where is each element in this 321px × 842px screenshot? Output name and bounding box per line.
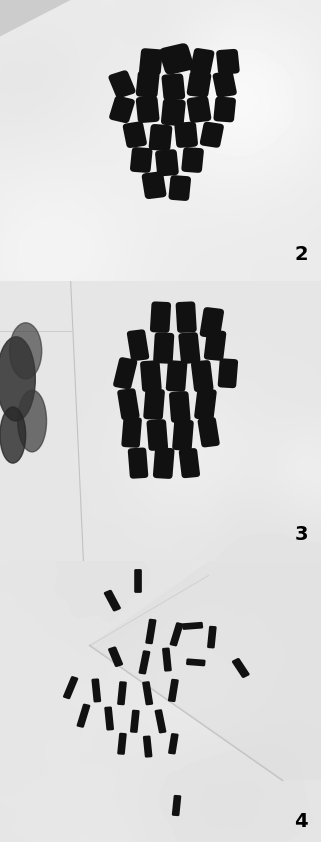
FancyBboxPatch shape xyxy=(113,357,137,389)
FancyBboxPatch shape xyxy=(153,333,174,364)
FancyBboxPatch shape xyxy=(140,360,162,392)
FancyBboxPatch shape xyxy=(77,704,90,727)
FancyBboxPatch shape xyxy=(179,448,200,478)
FancyBboxPatch shape xyxy=(117,388,140,420)
FancyBboxPatch shape xyxy=(168,679,179,702)
FancyBboxPatch shape xyxy=(170,622,183,647)
FancyBboxPatch shape xyxy=(109,96,135,123)
FancyBboxPatch shape xyxy=(123,121,147,148)
FancyBboxPatch shape xyxy=(127,329,149,361)
FancyBboxPatch shape xyxy=(117,681,127,706)
FancyBboxPatch shape xyxy=(146,419,168,450)
FancyBboxPatch shape xyxy=(218,359,238,388)
FancyBboxPatch shape xyxy=(187,96,211,123)
FancyBboxPatch shape xyxy=(130,147,152,173)
Ellipse shape xyxy=(18,390,47,452)
FancyBboxPatch shape xyxy=(104,706,114,731)
FancyBboxPatch shape xyxy=(187,71,211,98)
FancyBboxPatch shape xyxy=(194,388,217,420)
FancyBboxPatch shape xyxy=(104,589,121,611)
FancyBboxPatch shape xyxy=(191,360,213,392)
FancyBboxPatch shape xyxy=(176,301,197,333)
FancyBboxPatch shape xyxy=(161,73,185,100)
FancyBboxPatch shape xyxy=(153,447,175,479)
FancyBboxPatch shape xyxy=(168,733,178,754)
FancyBboxPatch shape xyxy=(161,99,186,126)
FancyBboxPatch shape xyxy=(143,388,165,420)
FancyBboxPatch shape xyxy=(200,307,224,338)
FancyBboxPatch shape xyxy=(128,447,148,479)
Polygon shape xyxy=(0,0,71,36)
FancyBboxPatch shape xyxy=(130,710,140,733)
FancyBboxPatch shape xyxy=(117,733,127,754)
FancyBboxPatch shape xyxy=(121,417,142,448)
FancyBboxPatch shape xyxy=(172,795,181,816)
FancyBboxPatch shape xyxy=(142,172,166,199)
FancyBboxPatch shape xyxy=(182,622,203,630)
FancyBboxPatch shape xyxy=(213,97,236,122)
FancyBboxPatch shape xyxy=(204,330,226,360)
FancyBboxPatch shape xyxy=(108,647,123,667)
Text: 3: 3 xyxy=(295,525,308,545)
FancyBboxPatch shape xyxy=(200,122,224,147)
FancyBboxPatch shape xyxy=(155,149,179,176)
FancyBboxPatch shape xyxy=(143,736,152,758)
FancyBboxPatch shape xyxy=(166,360,187,392)
FancyBboxPatch shape xyxy=(169,392,191,423)
FancyBboxPatch shape xyxy=(139,48,163,75)
FancyBboxPatch shape xyxy=(150,301,171,333)
FancyBboxPatch shape xyxy=(134,569,142,593)
FancyBboxPatch shape xyxy=(108,71,135,98)
FancyBboxPatch shape xyxy=(63,676,78,699)
FancyBboxPatch shape xyxy=(136,96,160,123)
FancyBboxPatch shape xyxy=(216,49,240,75)
Text: 2: 2 xyxy=(295,245,308,264)
FancyBboxPatch shape xyxy=(169,175,191,201)
FancyBboxPatch shape xyxy=(149,124,172,151)
FancyBboxPatch shape xyxy=(145,619,156,644)
FancyBboxPatch shape xyxy=(232,658,250,678)
FancyBboxPatch shape xyxy=(136,71,160,98)
FancyBboxPatch shape xyxy=(155,709,166,733)
Text: 4: 4 xyxy=(295,812,308,831)
Polygon shape xyxy=(90,562,321,781)
FancyBboxPatch shape xyxy=(172,419,194,450)
FancyBboxPatch shape xyxy=(186,658,205,666)
FancyBboxPatch shape xyxy=(142,681,153,706)
Ellipse shape xyxy=(0,337,35,421)
FancyBboxPatch shape xyxy=(139,650,150,674)
FancyBboxPatch shape xyxy=(159,43,194,75)
FancyBboxPatch shape xyxy=(190,48,214,76)
Ellipse shape xyxy=(0,407,26,463)
FancyBboxPatch shape xyxy=(91,679,101,702)
FancyBboxPatch shape xyxy=(162,647,172,672)
FancyBboxPatch shape xyxy=(174,121,198,148)
Ellipse shape xyxy=(10,322,42,379)
FancyBboxPatch shape xyxy=(181,147,204,173)
FancyBboxPatch shape xyxy=(198,417,220,447)
FancyBboxPatch shape xyxy=(213,71,237,98)
FancyBboxPatch shape xyxy=(178,332,200,364)
FancyBboxPatch shape xyxy=(207,626,217,648)
